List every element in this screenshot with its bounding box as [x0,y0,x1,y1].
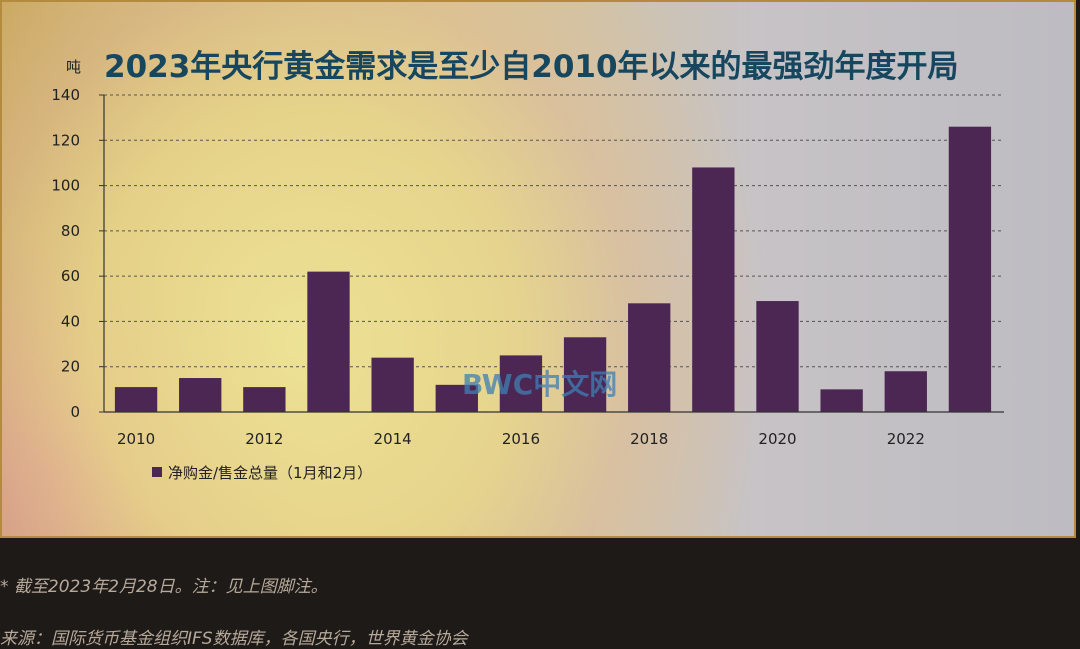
x-tick-label: 2010 [117,430,155,448]
y-tick-label: 100 [51,177,80,195]
y-tick-label: 140 [51,86,80,104]
footnote-note: * 截至2023年2月28日。注：见上图脚注。 [0,577,328,597]
x-tick-label: 2016 [502,430,540,448]
bar-2023 [948,126,992,412]
x-tick-label: 2018 [630,430,668,448]
bar-2018 [628,303,671,412]
y-tick-label: 40 [61,312,80,330]
bar-2015 [435,384,478,412]
bar-2010 [114,387,158,412]
bar-2019 [692,167,735,412]
x-tick-label: 2022 [887,430,925,448]
chart-background [2,2,1074,536]
x-tick-label: 2020 [758,430,796,448]
bars [114,126,992,412]
y-tick-label: 80 [61,222,80,240]
bar-2021 [820,389,863,412]
bar-2012 [243,387,286,412]
chart-title: 2023年央行黄金需求是至少自2010年以来的最强劲年度开局 [104,49,959,85]
bar-2013 [307,271,350,412]
y-axis-label: 吨 [66,58,81,76]
x-tick-label: 2014 [374,430,412,448]
y-tick-label: 0 [70,403,80,421]
bar-2017 [563,337,607,412]
chart-panel: 2023年央行黄金需求是至少自2010年以来的最强劲年度开局 吨 0 20 40 60… [0,0,1076,538]
y-tick-labels: 0 20 40 60 80 100 120 140 [51,86,80,421]
bar-2014 [371,357,414,412]
legend-swatch [152,467,162,477]
legend-label: 净购金/售金总量（1月和2月） [168,464,372,482]
x-tick-label: 2012 [245,430,283,448]
bar-2020 [756,301,799,412]
grid-lines [99,94,1002,413]
watermark: BWC中文网 [462,368,617,401]
bar-2016 [499,355,543,412]
x-tick-labels: 2010 2012 2014 2016 2018 2020 2022 [117,430,925,448]
y-tick-label: 20 [61,358,80,376]
bar-chart: 2023年央行黄金需求是至少自2010年以来的最强劲年度开局 吨 0 20 40 60… [51,49,1004,482]
bar-2022 [884,371,927,412]
footnote-source: 来源：国际货币基金组织IFS数据库，各国央行，世界黄金协会 [0,629,468,649]
y-tick-label: 120 [51,131,80,149]
legend: 净购金/售金总量（1月和2月） [152,464,372,482]
y-tick-label: 60 [61,267,80,285]
bar-2011 [179,378,222,412]
